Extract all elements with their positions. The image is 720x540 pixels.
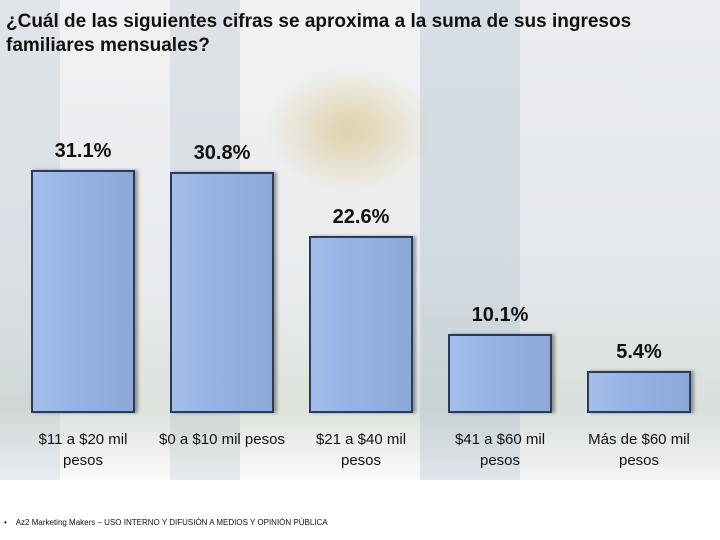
x-tick-label: Más de $60 mil pesos [588,431,690,469]
bar [31,170,135,413]
value-label: 30.8% [193,142,251,165]
x-tick-label: $0 a $10 mil pesos [159,431,285,448]
value-label: 10.1% [471,304,529,327]
value-label: 5.4% [616,340,662,363]
bar [309,236,413,413]
value-label: 31.1% [54,140,112,162]
chart-title: ¿Cuál de las siguientes cifras se aproxi… [6,11,632,56]
footer-text: Az2 Marketing Makers – USO INTERNO Y DIF… [15,518,328,527]
x-tick-label: $41 a $60 mil pesos [454,431,546,469]
bar [587,370,691,413]
x-tick-label: $21 a $40 mil pesos [315,431,407,469]
footer: • Az2 Marketing Makers – USO INTERNO Y D… [4,518,328,527]
x-tick-label: $11 a $20 mil pesos [38,431,128,469]
bar [170,172,274,413]
value-label: 22.6% [332,206,390,229]
bar [448,334,552,413]
